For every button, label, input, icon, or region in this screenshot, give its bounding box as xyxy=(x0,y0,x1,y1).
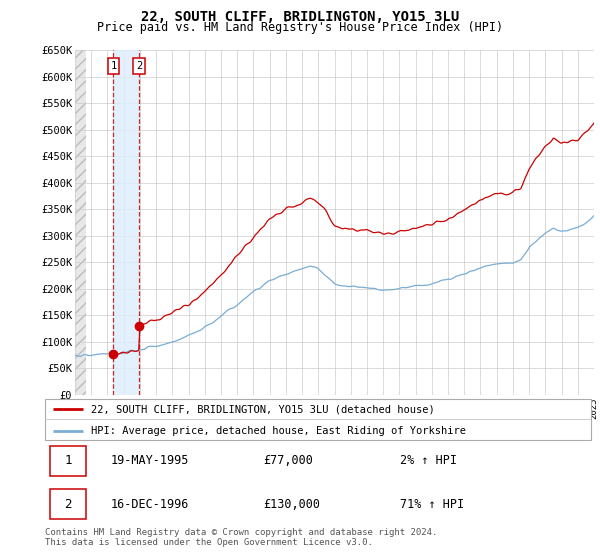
Text: 2: 2 xyxy=(136,61,142,71)
Text: 2% ↑ HPI: 2% ↑ HPI xyxy=(400,454,457,468)
Text: 71% ↑ HPI: 71% ↑ HPI xyxy=(400,497,464,511)
Text: 1: 1 xyxy=(64,454,72,468)
Bar xyxy=(113,50,139,395)
Text: £77,000: £77,000 xyxy=(263,454,313,468)
Text: £130,000: £130,000 xyxy=(263,497,320,511)
Text: 1: 1 xyxy=(110,61,116,71)
Text: 22, SOUTH CLIFF, BRIDLINGTON, YO15 3LU: 22, SOUTH CLIFF, BRIDLINGTON, YO15 3LU xyxy=(141,10,459,24)
FancyBboxPatch shape xyxy=(50,489,86,519)
Bar xyxy=(75,50,86,395)
FancyBboxPatch shape xyxy=(50,446,86,476)
Text: 2: 2 xyxy=(64,497,72,511)
Text: 22, SOUTH CLIFF, BRIDLINGTON, YO15 3LU (detached house): 22, SOUTH CLIFF, BRIDLINGTON, YO15 3LU (… xyxy=(91,404,435,414)
Text: HPI: Average price, detached house, East Riding of Yorkshire: HPI: Average price, detached house, East… xyxy=(91,426,466,436)
Text: 19-MAY-1995: 19-MAY-1995 xyxy=(110,454,189,468)
Text: Price paid vs. HM Land Registry's House Price Index (HPI): Price paid vs. HM Land Registry's House … xyxy=(97,21,503,34)
FancyBboxPatch shape xyxy=(45,399,591,440)
Text: 16-DEC-1996: 16-DEC-1996 xyxy=(110,497,189,511)
Bar xyxy=(75,50,86,395)
Text: Contains HM Land Registry data © Crown copyright and database right 2024.
This d: Contains HM Land Registry data © Crown c… xyxy=(45,528,437,547)
